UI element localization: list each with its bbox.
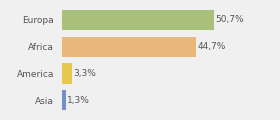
Bar: [62, 10, 214, 30]
Text: 3,3%: 3,3%: [73, 69, 96, 78]
Text: 1,3%: 1,3%: [67, 96, 90, 105]
Bar: [62, 90, 66, 110]
Text: 44,7%: 44,7%: [197, 42, 226, 51]
Bar: [62, 36, 196, 57]
Text: 50,7%: 50,7%: [216, 15, 244, 24]
Bar: [62, 63, 71, 84]
